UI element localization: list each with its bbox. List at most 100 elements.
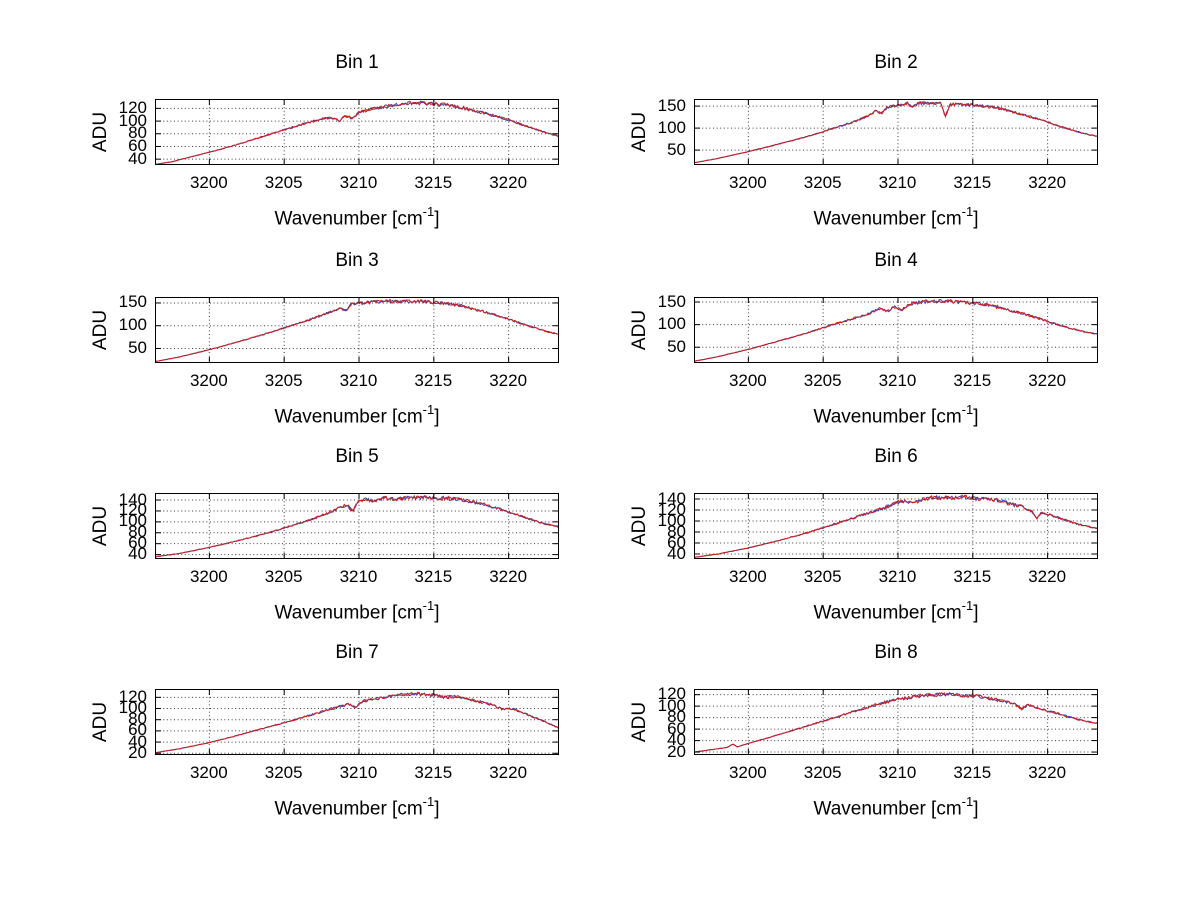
y-tick-label: 100 — [118, 315, 147, 335]
plot-area — [155, 297, 559, 363]
y-tick-label: 40 — [667, 543, 686, 563]
x-tick-label: 3210 — [339, 173, 378, 192]
spectrum-trace-blue — [694, 298, 1098, 362]
plot-area — [155, 493, 559, 559]
plot-title: Bin 4 — [874, 250, 918, 271]
spectrum-trace-blue — [694, 494, 1098, 558]
x-tick-label: 3205 — [803, 763, 842, 782]
x-axis-label-text: Wavenumber [cm — [274, 208, 423, 230]
x-tick-label: 3210 — [878, 567, 917, 586]
y-tick-label: 140 — [118, 489, 147, 509]
spectrum-trace-blue — [155, 298, 559, 363]
x-tick-label: 3215 — [414, 763, 453, 782]
plot-area — [694, 297, 1098, 363]
y-tick-label: 20 — [667, 741, 686, 761]
x-axis-label: Wavenumber [cm-1] — [155, 402, 559, 428]
x-tick-label: 3220 — [1028, 567, 1067, 586]
y-tick-label: 80 — [128, 522, 147, 542]
x-axis-label-text: Wavenumber [cm — [274, 602, 423, 624]
y-tick-label: 100 — [118, 511, 147, 531]
x-tick-label: 3220 — [489, 173, 528, 192]
subplot-bin-2: Bin 2 ADU 50 100 150 3200 3205 3210 3215 3220 Wave… — [629, 52, 1098, 229]
y-tick-label: 100 — [657, 117, 686, 137]
plot-box — [155, 689, 559, 755]
gridlines — [695, 100, 1097, 164]
subplot-bin-5: Bin 5 ADU 40 60 80 100 120 140 3200 3205 3210 3215 3… — [90, 446, 559, 623]
x-axis-label-text: Wavenumber [cm — [813, 798, 962, 820]
x-tick-label: 3215 — [414, 567, 453, 586]
y-tick-label: 40 — [128, 731, 147, 751]
plot-box — [694, 689, 1098, 755]
spectrum-trace-blue — [155, 692, 559, 754]
y-tick-label: 120 — [118, 97, 147, 117]
x-axis-label-text: ] — [973, 798, 979, 820]
x-axis-label-superscript: -1 — [961, 402, 974, 417]
y-tick-label: 120 — [657, 684, 686, 704]
gridlines — [156, 690, 558, 754]
y-tick-label: 80 — [667, 521, 686, 541]
y-tick-label: 100 — [118, 698, 147, 718]
x-axis-label-superscript: -1 — [961, 598, 974, 613]
x-axis-label: Wavenumber [cm-1] — [155, 598, 559, 624]
x-axis-label-text: Wavenumber [cm — [813, 602, 962, 624]
x-axis-label-text: ] — [434, 208, 440, 230]
plot-title: Bin 8 — [874, 642, 918, 663]
x-axis-label-superscript: -1 — [961, 794, 974, 809]
subplot-bin-1: Bin 1 ADU 40 60 80 100 120 3200 3205 3210 3215 3220… — [90, 52, 559, 229]
spectrum-trace-red — [694, 691, 1098, 753]
x-axis-label-superscript: -1 — [422, 794, 435, 809]
y-tick-label: 60 — [667, 718, 686, 738]
x-tick-label: 3220 — [489, 763, 528, 782]
tick-marks — [695, 690, 1097, 754]
y-tick-label: 100 — [118, 110, 147, 130]
y-tick-label: 60 — [667, 532, 686, 552]
y-tick-label: 40 — [128, 544, 147, 564]
x-axis-label-text: ] — [434, 602, 440, 624]
y-tick-label: 50 — [128, 337, 147, 357]
x-axis-label-text: Wavenumber [cm — [813, 406, 962, 428]
plot-box — [694, 99, 1098, 165]
x-tick-label: 3220 — [1028, 173, 1067, 192]
plot-area — [155, 689, 559, 755]
y-tick-label: 40 — [128, 148, 147, 168]
x-axis-label-superscript: -1 — [961, 204, 974, 219]
y-tick-label: 80 — [128, 709, 147, 729]
x-axis-label-superscript: -1 — [422, 402, 435, 417]
y-tick-label: 140 — [657, 488, 686, 508]
y-tick-label: 100 — [657, 695, 686, 715]
y-tick-label: 60 — [128, 533, 147, 553]
plot-title: Bin 1 — [335, 52, 379, 73]
spectrum-trace-red — [155, 100, 559, 165]
x-tick-label: 3215 — [953, 567, 992, 586]
plot-area — [694, 689, 1098, 755]
plot-box — [694, 297, 1098, 363]
y-tick-label: 80 — [128, 123, 147, 143]
spectrum-trace-red — [155, 298, 559, 363]
spectrum-trace-blue — [155, 100, 559, 165]
spectrum-trace-blue — [694, 100, 1098, 164]
y-tick-label: 60 — [128, 720, 147, 740]
x-axis-label-text: ] — [434, 406, 440, 428]
plot-box — [155, 297, 559, 363]
x-tick-label: 3205 — [264, 763, 303, 782]
spectrum-trace-red — [694, 298, 1098, 362]
x-tick-label: 3210 — [339, 763, 378, 782]
x-tick-label: 3215 — [953, 371, 992, 390]
x-tick-label: 3200 — [728, 567, 767, 586]
x-tick-label: 3205 — [264, 567, 303, 586]
plot-title: Bin 2 — [874, 52, 918, 73]
x-axis-label-text: Wavenumber [cm — [274, 406, 423, 428]
plot-title: Bin 5 — [335, 446, 379, 467]
x-tick-label: 3200 — [189, 371, 228, 390]
plot-title: Bin 3 — [335, 250, 379, 271]
x-tick-label: 3205 — [264, 173, 303, 192]
tick-marks — [695, 494, 1097, 558]
gridlines — [156, 298, 558, 362]
plot-area — [155, 99, 559, 165]
plot-title: Bin 7 — [335, 642, 379, 663]
tick-marks — [695, 298, 1097, 362]
y-tick-label: 60 — [128, 135, 147, 155]
x-tick-label: 3210 — [878, 173, 917, 192]
x-tick-label: 3205 — [264, 371, 303, 390]
